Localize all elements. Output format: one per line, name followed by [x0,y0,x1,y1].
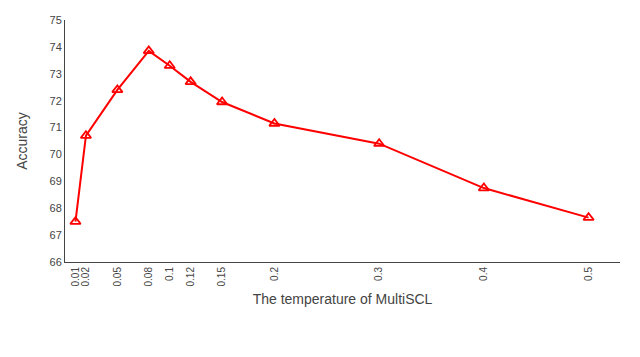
svg-text:0.02: 0.02 [80,267,91,287]
svg-text:The temperature of MultiSCL: The temperature of MultiSCL [253,291,433,307]
svg-text:74: 74 [50,41,62,53]
svg-text:72: 72 [50,95,62,107]
svg-text:67: 67 [50,229,62,241]
svg-text:0.5: 0.5 [583,267,594,281]
svg-text:0.01: 0.01 [70,267,81,287]
svg-text:75: 75 [50,14,62,26]
svg-text:69: 69 [50,175,62,187]
svg-text:70: 70 [50,148,62,160]
svg-text:0.3: 0.3 [373,267,384,281]
svg-text:0.4: 0.4 [478,267,489,281]
svg-text:0.15: 0.15 [216,267,227,287]
svg-text:66: 66 [50,256,62,268]
svg-text:0.05: 0.05 [112,267,123,287]
svg-text:68: 68 [50,202,62,214]
svg-text:Accuracy: Accuracy [14,112,30,170]
svg-text:73: 73 [50,68,62,80]
svg-text:0.08: 0.08 [143,267,154,287]
svg-text:0.1: 0.1 [164,267,175,281]
svg-text:71: 71 [50,121,62,133]
svg-text:0.12: 0.12 [185,267,196,287]
svg-text:0.2: 0.2 [269,267,280,281]
